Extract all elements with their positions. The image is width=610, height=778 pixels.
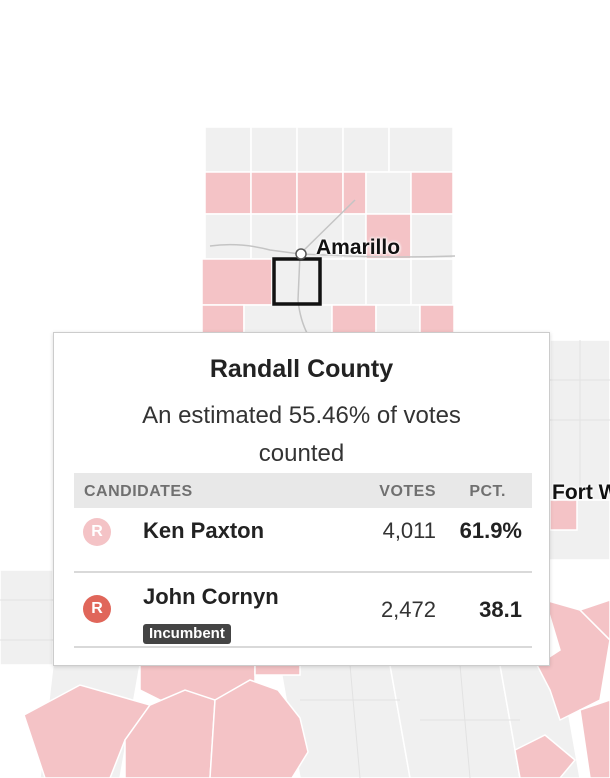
candidate-name: John Cornyn [143,584,279,609]
highlighted-county [272,257,322,306]
county-results-tooltip: Randall County An estimated 55.46% of vo… [53,332,550,666]
candidate-name: Ken Paxton [143,518,265,543]
candidate-votes: 2,472 [380,597,436,622]
highways [209,199,456,336]
results-table-header: CANDIDATES VOTES PCT. [74,473,532,508]
votes-counted-estimate: An estimated 55.46% of votes counted [142,402,461,467]
lower-red-counties [23,499,610,778]
city-label-fort-worth: Fort W [552,481,610,504]
results-table: CANDIDATES VOTES PCT. R Ken Paxton 4,011… [74,473,532,648]
candidate-votes: 4,011 [382,518,436,543]
county-name: Randall County [209,355,394,383]
incumbent-badge: Incumbent [143,624,231,644]
candidate-pct: 61.9% [459,518,522,543]
candidate-pct: 38.1 [479,597,522,622]
candidate-row: R John Cornyn Incumbent 2,472 38.1 [74,573,532,648]
header-pct: PCT. [469,483,506,500]
party-badge: R [83,595,111,623]
header-votes: VOTES [379,483,436,500]
city-label-amarillo: Amarillo [316,236,401,259]
gray-county-lines [0,340,610,778]
party-badge: R [83,518,111,546]
panhandle-counties [201,126,455,336]
candidate-row: R Ken Paxton 4,011 61.9% [74,508,532,573]
city-marker [295,248,307,260]
header-candidates: CANDIDATES [84,483,193,500]
